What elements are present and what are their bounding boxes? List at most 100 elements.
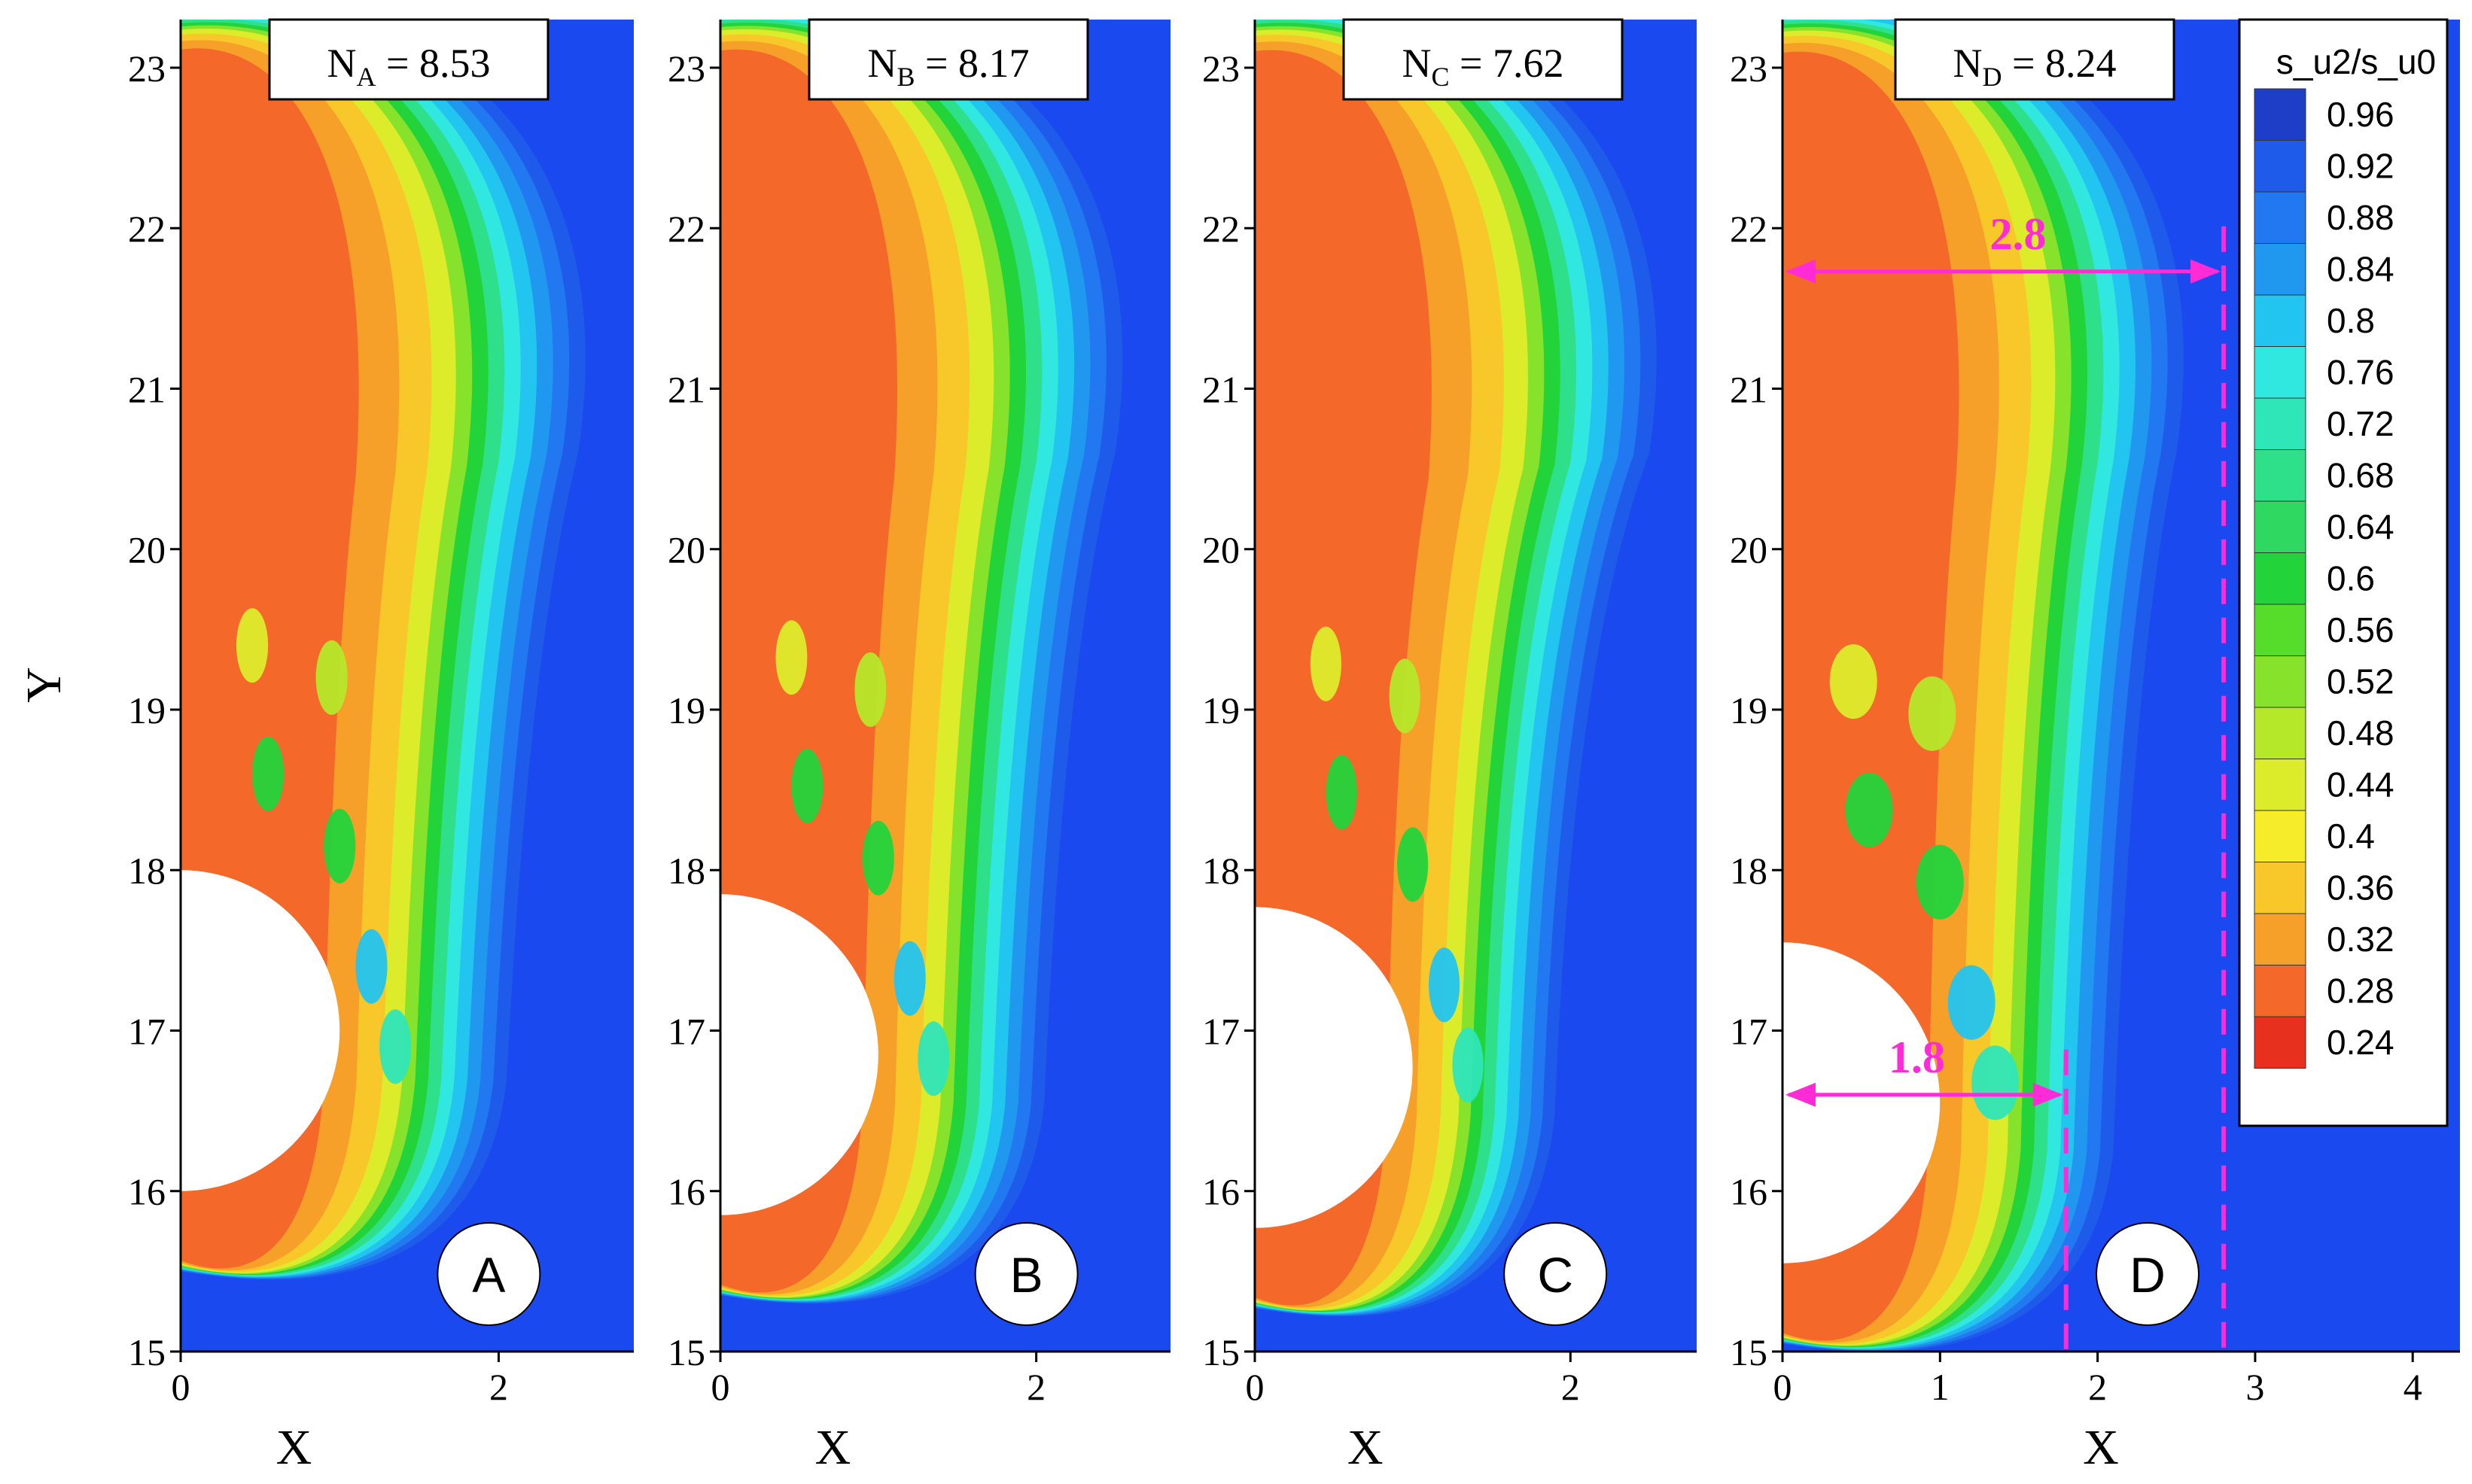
y-tick-label: 16 xyxy=(1202,1171,1240,1213)
y-tick-label: 22 xyxy=(668,208,705,250)
legend-swatch xyxy=(2254,500,2306,553)
legend-swatch xyxy=(2254,1016,2306,1069)
vortex-blob xyxy=(324,808,356,883)
legend-swatch xyxy=(2254,604,2306,656)
n-label: ND = 8.24 xyxy=(1953,41,2117,92)
dimension-arrowhead xyxy=(1786,1082,1816,1107)
x-axis-title: X xyxy=(276,1420,312,1475)
y-tick-label: 22 xyxy=(1730,208,1767,250)
vortex-blob xyxy=(1845,772,1893,847)
legend-label: 0.56 xyxy=(2327,610,2394,649)
vortex-blob xyxy=(379,1009,412,1084)
n-label: NA = 8.53 xyxy=(327,41,491,92)
vortex-blob xyxy=(1916,844,1964,920)
legend-label: 0.6 xyxy=(2327,559,2375,598)
panel-letter: D xyxy=(2130,1247,2166,1303)
x-tick-label: 1 xyxy=(1931,1366,1950,1408)
n-label-box xyxy=(268,18,550,101)
colorbar-legend: s_u2/s_u0 0.96 0.92 0.88 0.84 0.8 0.76 0.72 0.68… xyxy=(2238,18,2449,1127)
legend-swatch xyxy=(2254,552,2306,605)
dimension-arrowhead xyxy=(2032,1082,2063,1107)
y-tick-label: 20 xyxy=(668,529,705,571)
n-label-box xyxy=(808,18,1089,101)
legend-label: 0.48 xyxy=(2327,713,2394,753)
y-tick-label: 16 xyxy=(668,1171,705,1213)
y-tick-label: 15 xyxy=(1730,1331,1767,1373)
legend-swatch xyxy=(2254,140,2306,193)
y-tick-label: 23 xyxy=(128,47,166,90)
x-tick-label: 4 xyxy=(2404,1366,2422,1408)
legend-label: 0.28 xyxy=(2327,972,2394,1011)
n-label-box xyxy=(1342,18,1624,101)
y-tick-label: 18 xyxy=(668,850,705,892)
x-tick-label: 3 xyxy=(2245,1366,2264,1408)
y-tick-label: 21 xyxy=(128,368,166,410)
legend-label: 0.36 xyxy=(2327,868,2394,908)
legend-label: 0.96 xyxy=(2327,95,2394,134)
obstacle-half-disc xyxy=(720,894,878,1215)
y-tick-label: 19 xyxy=(1730,689,1767,731)
legend-label: 0.44 xyxy=(2327,765,2394,804)
y-tick-label: 21 xyxy=(1202,368,1240,410)
dimension-arrowhead xyxy=(2190,259,2221,284)
legend-swatch xyxy=(2254,88,2306,141)
panel-letter-circle xyxy=(974,1222,1079,1326)
legend-label: 0.4 xyxy=(2327,817,2375,856)
panel-a: 15 16 17 18 19 20 21 22 23 0 2 X NA = 8.53 A xyxy=(128,18,634,1475)
y-tick-label: 23 xyxy=(668,47,705,90)
dimension-label: 2.8 xyxy=(1990,209,2047,259)
panel-letter-circle xyxy=(437,1222,541,1326)
y-tick-label: 18 xyxy=(1202,850,1240,892)
legend-swatch xyxy=(2254,449,2306,502)
y-tick-label: 16 xyxy=(128,1171,166,1213)
n-label-box xyxy=(1894,18,2175,101)
vortex-blob xyxy=(894,941,926,1016)
legend-label: 0.32 xyxy=(2327,920,2394,959)
x-tick-label: 2 xyxy=(1027,1366,1046,1408)
legend-label: 0.72 xyxy=(2327,404,2394,443)
n-label: NB = 8.17 xyxy=(868,41,1030,92)
legend-label: 0.8 xyxy=(2327,301,2375,340)
vortex-blob xyxy=(1326,755,1357,830)
panel-letter: B xyxy=(1010,1247,1043,1303)
vortex-blob xyxy=(1829,644,1877,719)
panel-letter: C xyxy=(1537,1247,1573,1303)
vortex-blob xyxy=(1429,947,1460,1023)
dimension-label: 1.8 xyxy=(1889,1032,1945,1082)
y-tick-label: 15 xyxy=(128,1331,166,1373)
y-tick-label: 19 xyxy=(1202,689,1240,731)
vortex-blob xyxy=(918,1021,950,1096)
panel-letter-circle xyxy=(2096,1222,2200,1326)
legend-label: 0.64 xyxy=(2327,507,2394,546)
vortex-blob xyxy=(1452,1027,1484,1102)
obstacle-half-disc xyxy=(1782,942,1941,1264)
y-tick-label: 15 xyxy=(668,1331,705,1373)
panel-letter-circle xyxy=(1503,1222,1608,1326)
panel-b: 15 16 17 18 19 20 21 22 23 0 2 X NB = 8.17 B xyxy=(668,18,1171,1475)
vortex-blob xyxy=(355,929,388,1004)
legend-swatch xyxy=(2254,191,2306,244)
legend-label: 0.92 xyxy=(2327,147,2394,186)
x-tick-label: 2 xyxy=(2088,1366,2107,1408)
n-label: NC = 7.62 xyxy=(1402,41,1564,92)
legend-swatch xyxy=(2254,759,2306,811)
legend-swatch xyxy=(2254,655,2306,708)
vortex-blob xyxy=(252,736,285,811)
legend-swatch xyxy=(2254,346,2306,399)
obstacle-half-disc xyxy=(1255,907,1413,1228)
legend-swatch xyxy=(2254,965,2306,1017)
vortex-blob xyxy=(1310,626,1341,701)
panel-letter: A xyxy=(472,1247,505,1303)
y-tick-label: 20 xyxy=(1202,529,1240,571)
legend-swatch xyxy=(2254,243,2306,296)
legend-title: s_u2/s_u0 xyxy=(2276,42,2436,81)
legend-swatch xyxy=(2254,397,2306,450)
vortex-blob xyxy=(1397,827,1429,902)
y-tick-label: 17 xyxy=(128,1010,166,1052)
legend-label: 0.84 xyxy=(2327,250,2394,289)
y-tick-label: 19 xyxy=(668,689,705,731)
y-tick-label: 18 xyxy=(128,850,166,892)
legend-label: 0.76 xyxy=(2327,353,2394,392)
